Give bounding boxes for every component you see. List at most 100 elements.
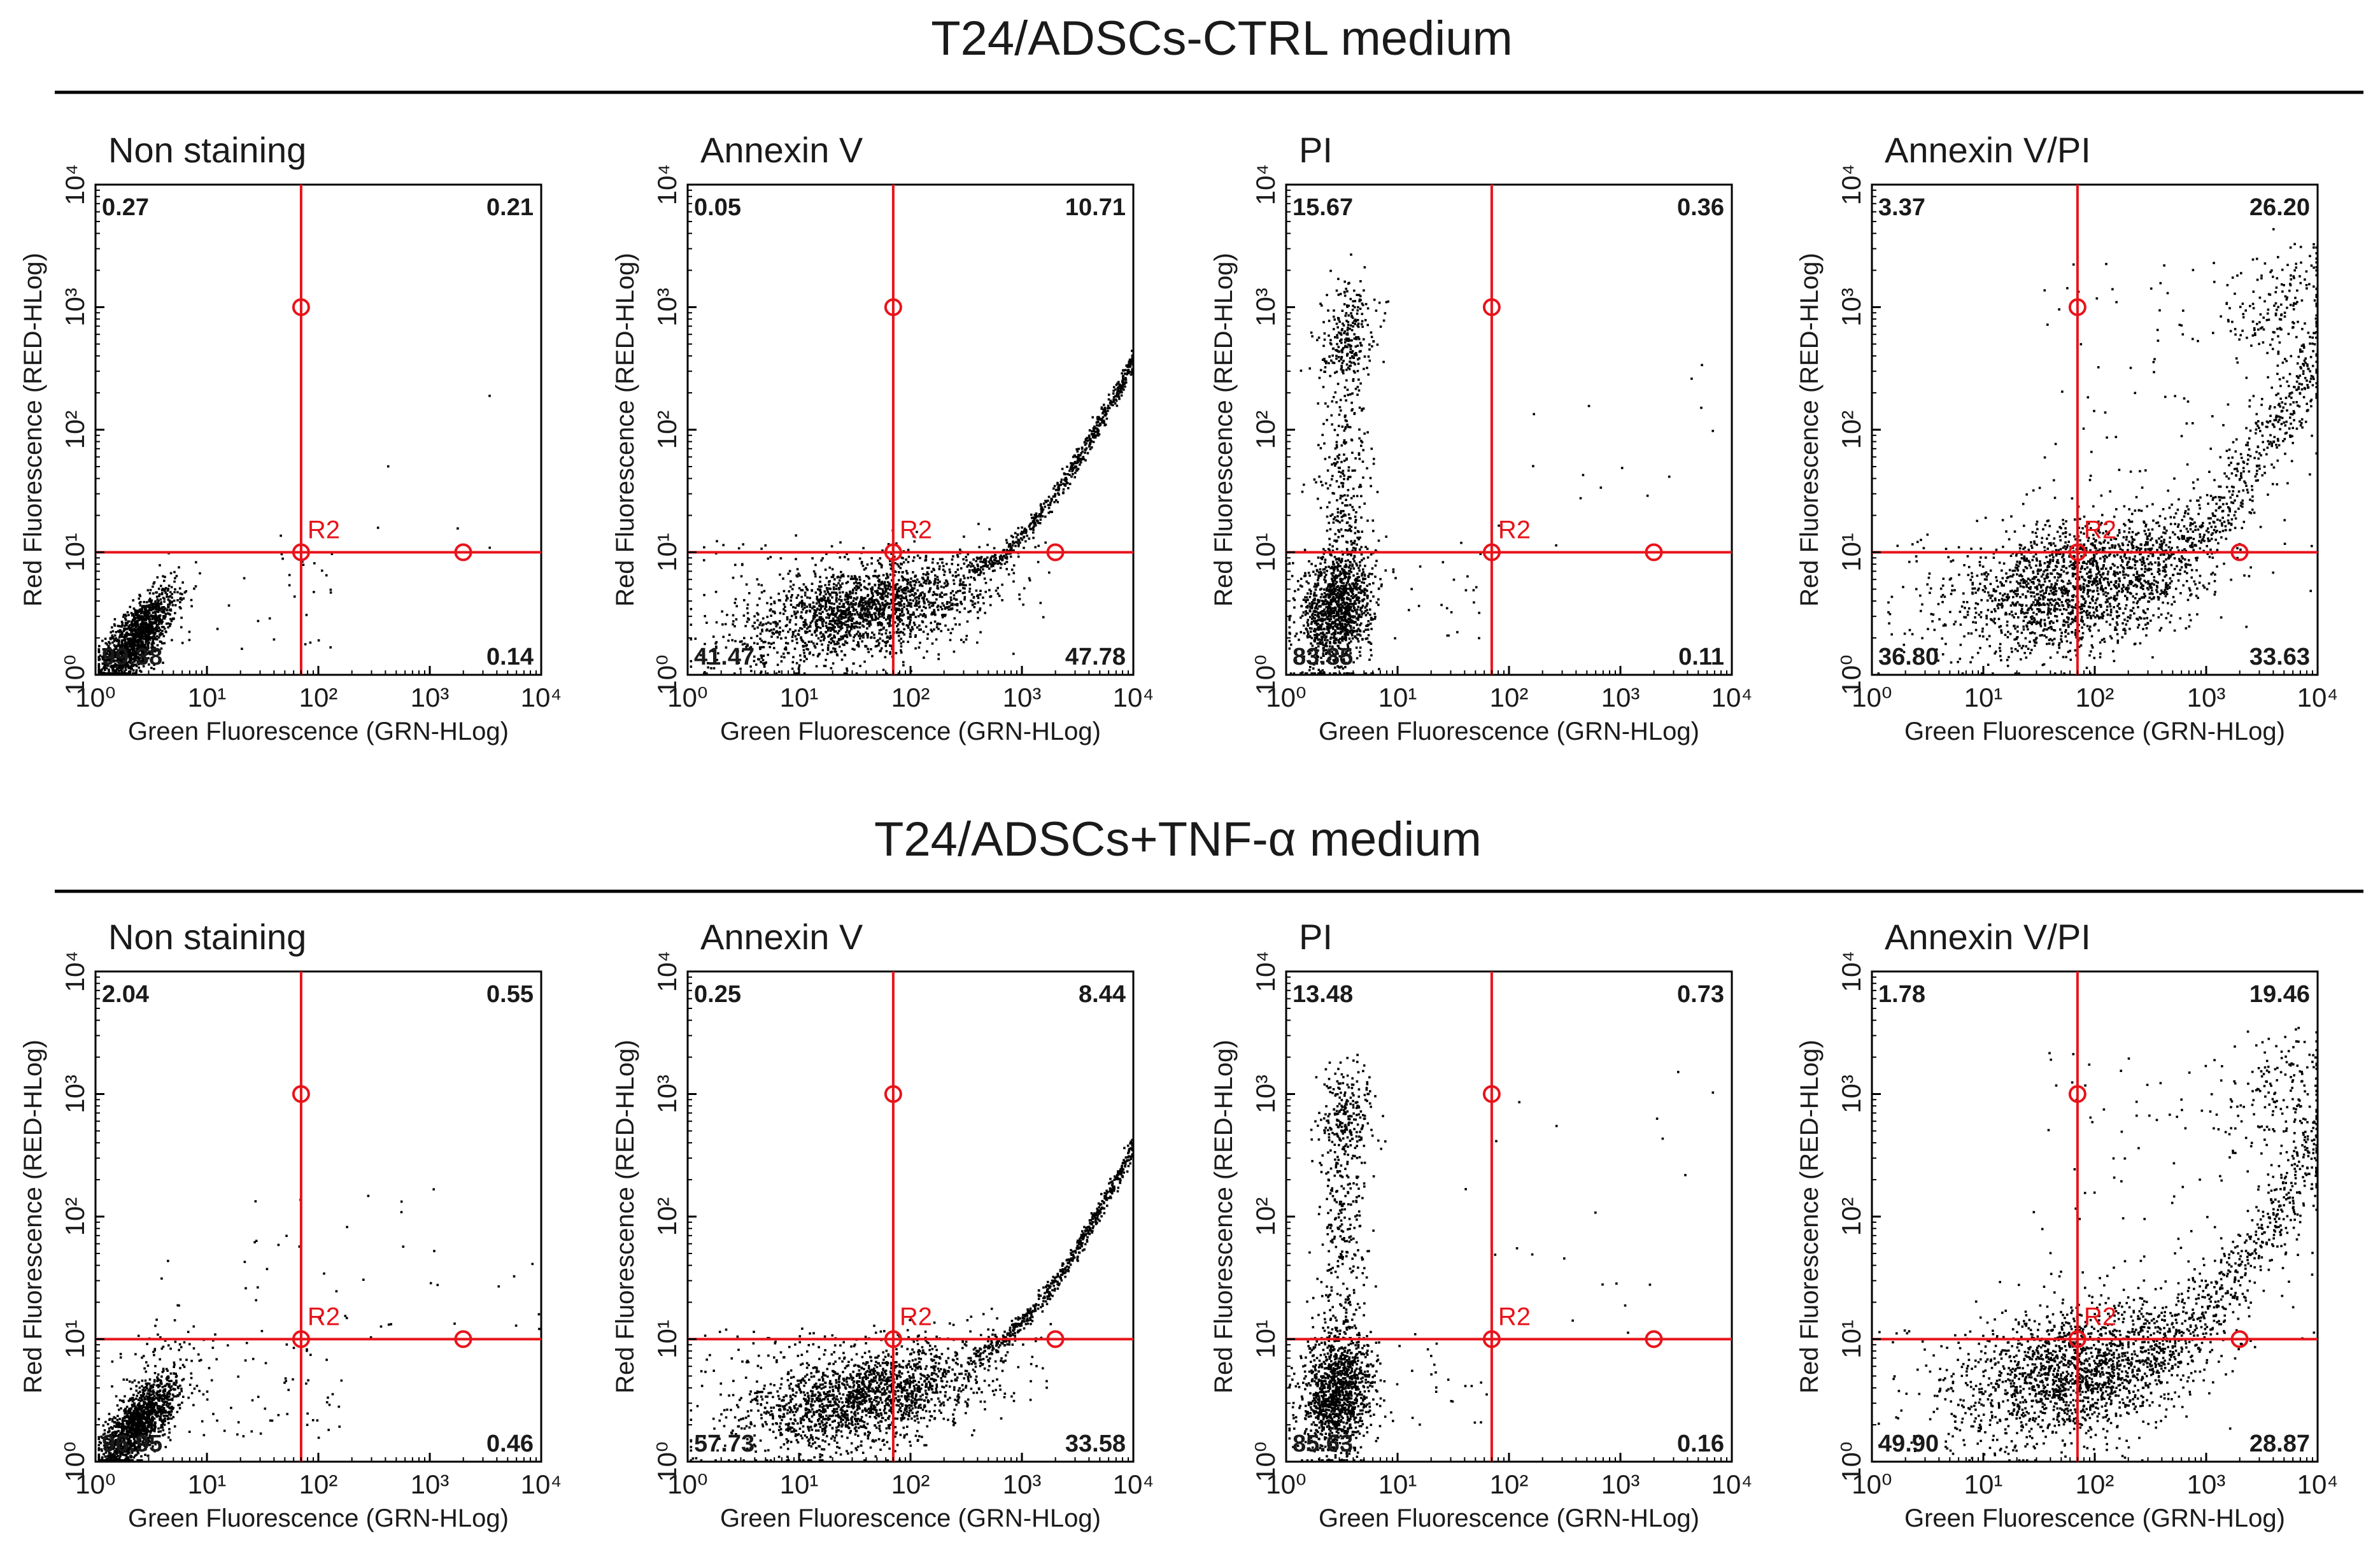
data-point (148, 638, 151, 640)
data-point (1112, 396, 1116, 399)
data-point (916, 604, 918, 607)
data-point (118, 667, 121, 669)
data-point (129, 639, 132, 641)
data-point (1080, 446, 1084, 449)
data-point (1012, 564, 1016, 567)
data-point (141, 658, 144, 661)
data-point (166, 589, 169, 592)
gate-handle[interactable] (1046, 543, 1065, 562)
data-point (733, 672, 736, 675)
data-point (1329, 603, 1333, 606)
data-point (913, 587, 916, 590)
gate-handle[interactable] (292, 543, 310, 562)
data-point (163, 617, 166, 620)
data-point (107, 646, 110, 648)
data-point (136, 609, 139, 612)
data-point (103, 655, 106, 658)
data-point (131, 646, 134, 649)
data-point (1340, 655, 1343, 658)
data-point (881, 612, 884, 614)
data-point (707, 666, 709, 669)
gate-handle[interactable] (884, 543, 902, 562)
data-point (841, 582, 844, 585)
data-point (900, 599, 903, 602)
gate-handle[interactable] (454, 543, 472, 562)
data-point (105, 658, 108, 661)
data-point (880, 628, 882, 631)
data-point (132, 625, 135, 627)
data-point (139, 608, 142, 611)
data-point (833, 602, 835, 605)
gate-handle[interactable] (884, 298, 902, 316)
data-point (1364, 637, 1368, 640)
data-point (897, 618, 900, 621)
data-point (129, 642, 132, 645)
data-point (1323, 608, 1326, 611)
data-point (1005, 549, 1009, 551)
data-point (1035, 512, 1038, 515)
data-point (799, 659, 802, 661)
gate-handle[interactable] (292, 298, 310, 316)
data-point (926, 598, 928, 601)
data-point (782, 630, 784, 632)
data-point (850, 603, 853, 605)
data-point (154, 611, 157, 613)
data-point (145, 606, 147, 609)
data-point (805, 611, 807, 614)
data-point (870, 597, 872, 600)
data-point (847, 600, 850, 604)
data-point (880, 566, 883, 569)
data-point (907, 587, 909, 590)
panel-title: Annexin V (700, 130, 863, 170)
data-point (194, 585, 197, 588)
data-point (1023, 535, 1026, 538)
data-point (1349, 600, 1352, 603)
data-point (120, 633, 124, 636)
data-point (129, 605, 132, 609)
data-point (148, 616, 150, 618)
data-point (1315, 628, 1319, 631)
data-point (741, 643, 744, 646)
data-point (806, 596, 809, 599)
data-point (960, 639, 963, 641)
data-point (1346, 588, 1349, 590)
data-point (870, 636, 872, 639)
data-point (861, 598, 865, 601)
data-point (118, 639, 120, 642)
data-point (887, 614, 890, 617)
data-point (101, 662, 104, 665)
data-point (1315, 602, 1319, 605)
data-point (968, 583, 972, 586)
data-point (147, 657, 150, 660)
data-point (874, 569, 877, 572)
data-point (833, 583, 835, 586)
data-point (1042, 616, 1045, 619)
data-point (894, 598, 897, 601)
data-point (825, 605, 828, 608)
data-point (1373, 618, 1377, 620)
data-point (1105, 417, 1109, 420)
data-point (1338, 655, 1341, 658)
data-point (835, 642, 839, 646)
data-point (169, 572, 173, 575)
data-point (909, 598, 912, 602)
data-point (847, 558, 850, 561)
data-point (954, 571, 957, 574)
data-point (759, 621, 762, 624)
data-point (1344, 565, 1347, 568)
data-point (1343, 584, 1345, 588)
data-point (977, 574, 980, 576)
data-point (126, 655, 129, 658)
data-point (988, 567, 991, 570)
data-point (135, 665, 138, 668)
data-point (883, 607, 886, 610)
data-point (745, 583, 748, 586)
data-point (115, 663, 118, 667)
data-point (963, 584, 967, 586)
data-point (150, 609, 153, 612)
data-point (800, 605, 804, 608)
data-point (991, 570, 995, 572)
data-point (783, 603, 786, 605)
data-point (946, 601, 949, 604)
data-point (181, 581, 184, 584)
